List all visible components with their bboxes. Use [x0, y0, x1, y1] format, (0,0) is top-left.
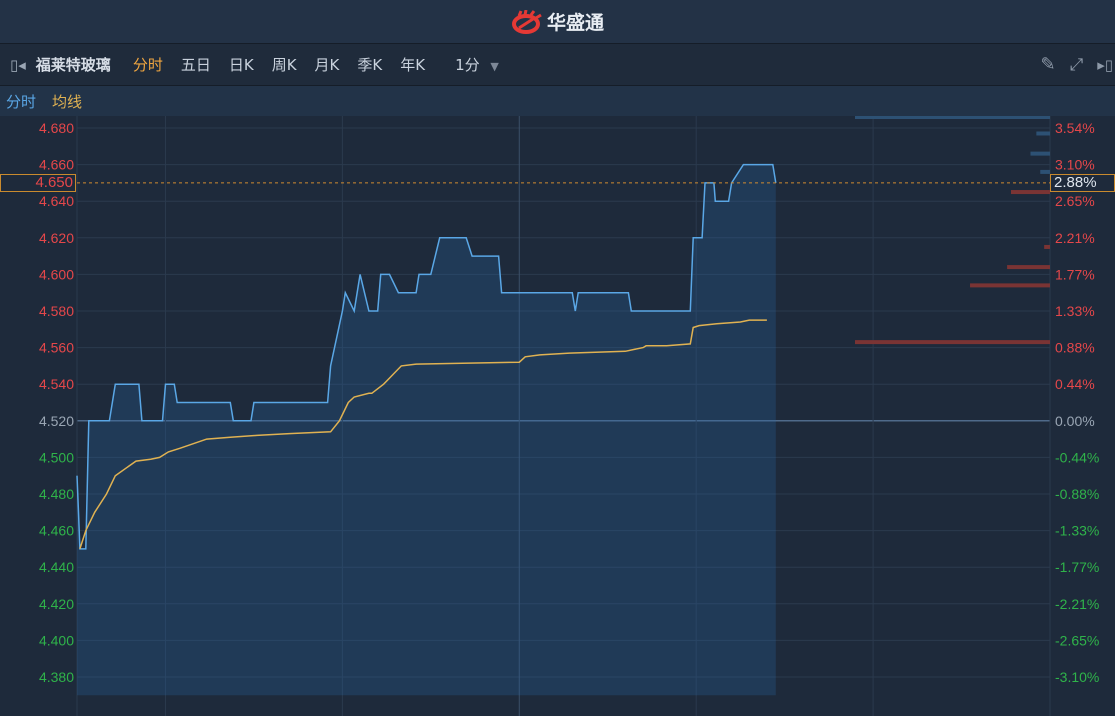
pct-tick-label: 2.21%	[1055, 230, 1095, 246]
expand-right-icon[interactable]: ▸▯	[1097, 55, 1113, 74]
pct-tick-label: -0.88%	[1055, 486, 1099, 502]
tab-yearly-k[interactable]: 年K	[400, 56, 426, 74]
brand-name: 华盛通	[546, 12, 604, 34]
bid-depth-bar	[1044, 244, 1050, 249]
pct-tick-label: 3.54%	[1055, 120, 1095, 136]
legend-avg: 均线	[52, 92, 83, 111]
pct-tick-label: 2.65%	[1055, 193, 1095, 209]
y-tick-label: 4.420	[39, 596, 74, 612]
plot-background	[77, 116, 1050, 716]
interval-select[interactable]: 1分 ▼	[455, 54, 499, 75]
pct-tick-label: -1.77%	[1055, 559, 1099, 575]
y-tick-label: 4.600	[39, 266, 74, 282]
pct-tick-label: 3.10%	[1055, 157, 1095, 173]
y-tick-label: 4.540	[39, 376, 74, 392]
pct-tick-label: 0.00%	[1055, 413, 1095, 429]
tab-monthly-k[interactable]: 月K	[314, 56, 340, 74]
tab-weekly-k[interactable]: 周K	[271, 56, 297, 74]
tab-five-day[interactable]: 五日	[180, 56, 211, 74]
bid-depth-bar	[855, 340, 1050, 345]
pct-tick-label: 0.88%	[1055, 340, 1095, 356]
pct-tick-label: -2.65%	[1055, 632, 1099, 648]
tab-quarterly-k[interactable]: 季K	[357, 56, 383, 74]
pct-tick-label: -3.10%	[1055, 669, 1099, 685]
price-line	[76, 163, 777, 550]
y-tick-label: 4.380	[39, 669, 74, 685]
y-tick-label: 4.500	[39, 449, 74, 465]
legend-price: 分时	[6, 92, 37, 111]
pct-tick-label: -2.21%	[1055, 596, 1099, 612]
chevron-down-icon: ▼	[490, 60, 499, 73]
tab-intraday[interactable]: 分时	[132, 56, 163, 74]
tab-daily-k[interactable]: 日K	[228, 56, 254, 74]
stock-name: 福莱特玻璃	[35, 56, 111, 74]
ask-depth-bar	[1036, 131, 1050, 136]
y-tick-label: 4.640	[39, 193, 74, 209]
pct-tick-label: 1.33%	[1055, 303, 1095, 319]
bid-depth-bar	[1007, 265, 1050, 270]
ask-depth-bar	[1030, 151, 1050, 156]
interval-value: 1分	[455, 56, 480, 74]
y-tick-label: 4.400	[39, 632, 74, 648]
y-tick-label: 4.480	[39, 486, 74, 502]
pencil-icon[interactable]: ✎	[1040, 54, 1056, 75]
y-tick-label: 4.520	[39, 413, 74, 429]
y-tick-label: 4.620	[39, 230, 74, 246]
crosshair-price-label: 4.650	[0, 174, 76, 192]
collapse-left-icon[interactable]: ▯◂	[10, 55, 26, 74]
intraday-chart[interactable]: 4.680 3.54% 4.660 3.10% 4.640 2.65% 4.620 2.21%…	[0, 116, 1115, 716]
pct-tick-label: -1.33%	[1055, 523, 1099, 539]
y-tick-label: 4.460	[39, 523, 74, 539]
y-tick-label: 4.560	[39, 340, 74, 356]
bid-depth-bar	[970, 283, 1050, 288]
title-bar: 华盛通	[0, 0, 1115, 44]
ask-depth-bar	[855, 116, 1050, 120]
fullscreen-icon[interactable]: ⤢	[1069, 54, 1084, 75]
ask-depth-bar	[1040, 169, 1050, 174]
y-tick-label: 4.660	[39, 157, 74, 173]
y-tick-label: 4.580	[39, 303, 74, 319]
y-tick-label: 4.680	[39, 120, 74, 136]
legend: 分时 均线	[0, 86, 1115, 116]
pct-tick-label: 1.77%	[1055, 266, 1095, 282]
toolbar: ▯◂ 福莱特玻璃 分时 五日 日K 周K 月K 季K 年K 1分 ▼ ✎ ⤢ ▸…	[0, 44, 1115, 86]
pct-tick-label: -0.44%	[1055, 449, 1099, 465]
avg-line	[79, 319, 767, 550]
crosshair-pct-label: 2.88%	[1050, 174, 1115, 192]
app-logo: 华盛通	[511, 8, 604, 35]
logo-icon	[511, 9, 542, 34]
bid-depth-bar	[1011, 190, 1050, 195]
y-tick-label: 4.440	[39, 559, 74, 575]
price-area	[77, 164, 776, 696]
pct-tick-label: 0.44%	[1055, 376, 1095, 392]
